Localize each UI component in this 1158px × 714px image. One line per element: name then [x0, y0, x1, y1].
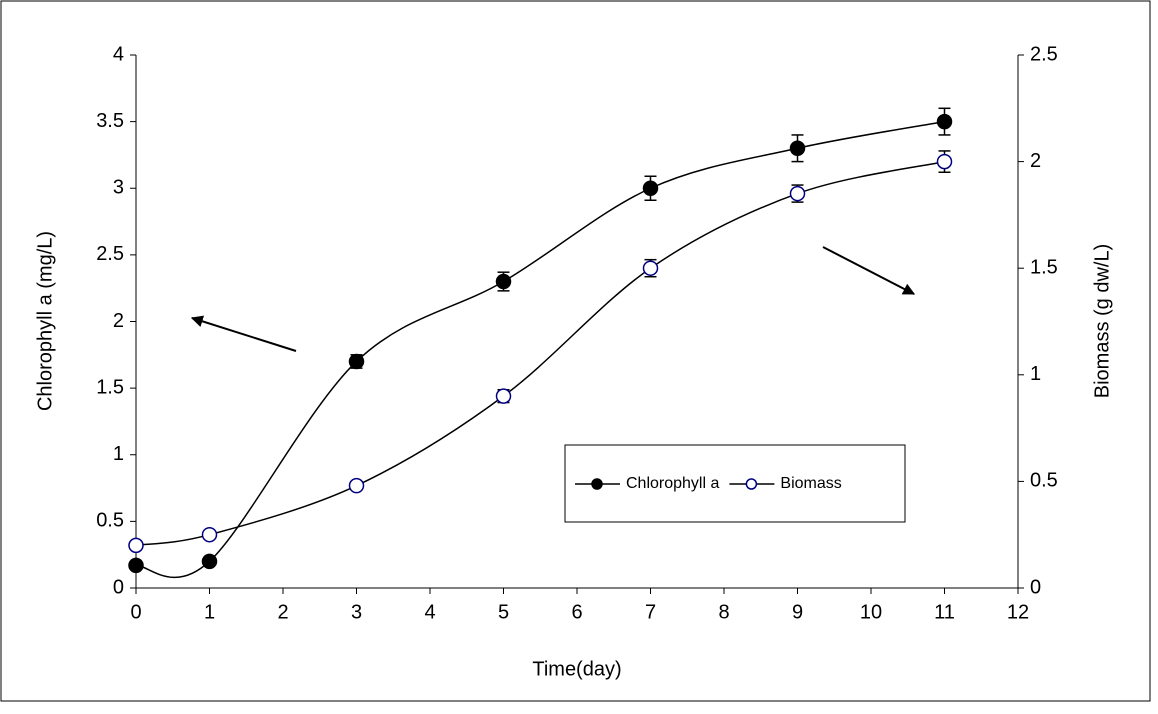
x-tick-label: 4: [424, 601, 435, 623]
y-tick-label: 4: [113, 43, 124, 65]
legend-label: Chlorophyll a: [626, 475, 719, 492]
y-tick-label: 3.5: [96, 110, 124, 132]
x-tick-label: 10: [860, 601, 882, 623]
legend-marker: [745, 478, 758, 490]
x-tick-label: 12: [1007, 601, 1029, 623]
marker: [936, 153, 953, 170]
marker: [128, 537, 144, 554]
y2-tick-label: 1: [1030, 363, 1041, 385]
x-axis-label: Time(day): [532, 658, 621, 680]
marker: [495, 273, 512, 290]
legend-label: Biomass: [780, 475, 841, 492]
marker: [201, 526, 218, 543]
arrow: [822, 246, 916, 295]
arrow: [190, 315, 297, 352]
x-tick-label: 2: [277, 601, 288, 623]
marker: [495, 388, 512, 404]
marker: [642, 180, 659, 196]
y2-tick-label: 0.5: [1030, 470, 1058, 492]
marker: [789, 140, 806, 157]
x-tick-label: 9: [792, 601, 803, 623]
y2-tick-label: 1.5: [1030, 256, 1058, 278]
y2-tick-label: 0: [1030, 576, 1041, 598]
marker: [789, 185, 806, 202]
legend-marker: [591, 478, 603, 490]
marker: [201, 553, 218, 570]
marker: [128, 557, 144, 574]
y2-axis-label: Biomass (g dw/L): [1091, 244, 1113, 399]
x-tick-label: 6: [571, 601, 582, 623]
y-tick-label: 0: [113, 576, 124, 598]
legend: Chlorophyll a Biomass: [564, 444, 906, 523]
y2-tick-label: 2: [1030, 150, 1041, 172]
marker: [936, 113, 953, 130]
x-tick-label: 0: [130, 601, 141, 623]
y-axis-label: Chlorophyll a (mg/L): [34, 231, 56, 411]
marker: [348, 353, 365, 370]
x-tick-label: 1: [204, 601, 215, 623]
y-tick-label: 1.5: [96, 376, 124, 398]
x-tick-label: 11: [934, 601, 955, 623]
y-tick-label: 2: [113, 310, 124, 332]
marker: [348, 477, 365, 494]
y-tick-label: 3: [113, 177, 124, 199]
x-tick-label: 5: [498, 601, 509, 623]
x-tick-label: 7: [645, 601, 656, 623]
y-tick-label: 2.5: [96, 243, 124, 265]
y-tick-label: 1: [113, 443, 124, 465]
marker: [642, 260, 659, 276]
y-tick-label: 0.5: [96, 510, 124, 532]
x-tick-label: 8: [718, 601, 729, 623]
x-tick-label: 3: [351, 601, 362, 623]
y2-tick-label: 2.5: [1030, 43, 1058, 65]
frame: [0, 0, 1151, 702]
